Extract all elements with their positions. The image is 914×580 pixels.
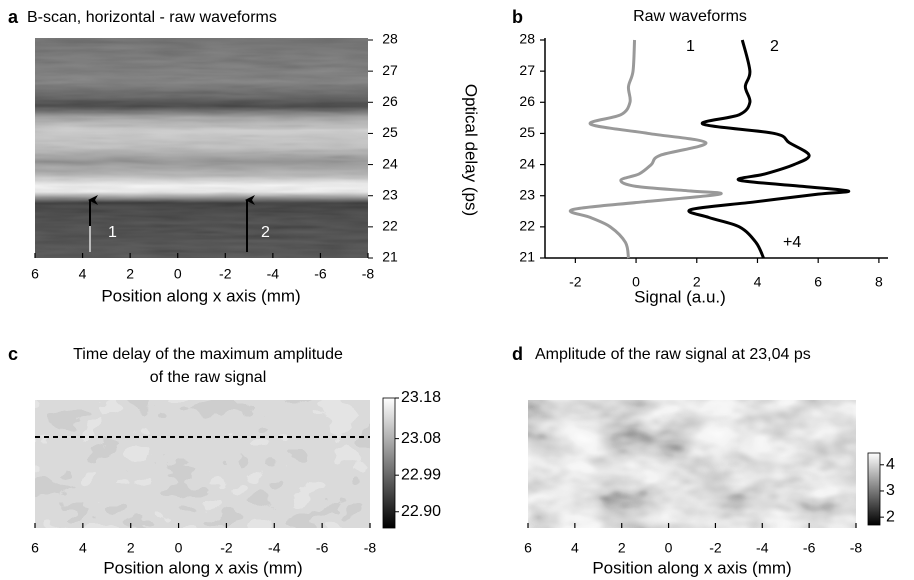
delay-map	[35, 400, 370, 528]
x-tick-label: 6	[31, 540, 39, 556]
y-tick-label: 24	[382, 155, 398, 171]
panel-label: c	[8, 344, 18, 364]
x-tick-label: 2	[127, 540, 135, 556]
x-axis-label: Position along x axis (mm)	[101, 286, 300, 305]
x-tick-label: -2	[220, 540, 233, 556]
x-tick-label: -2	[709, 540, 722, 556]
chart-title: of the raw signal	[150, 369, 267, 386]
x-tick-label: 0	[175, 540, 183, 556]
x-tick-label: 0	[632, 274, 640, 290]
chart-title: Time delay of the maximum amplitude	[73, 346, 343, 363]
y-tick-label: 22	[519, 218, 535, 234]
annotation: 2	[261, 224, 270, 241]
colorbar-tick-label: 22.99	[401, 466, 441, 483]
chart-title: Raw waveforms	[633, 8, 747, 25]
waveform-line	[568, 39, 723, 259]
amplitude-map	[528, 400, 856, 528]
y-tick-label: 27	[382, 62, 398, 78]
annotation: +4	[783, 234, 801, 251]
x-tick-label: -4	[268, 540, 281, 556]
panel-label: a	[8, 7, 19, 27]
x-tick-label: 2	[618, 540, 626, 556]
colorbar-tick-label: 23.18	[401, 389, 441, 406]
y-tick-label: 25	[382, 124, 398, 140]
chart-title: Amplitude of the raw signal at 23,04 ps	[535, 346, 811, 363]
x-tick-label: 4	[754, 274, 762, 290]
waveform-line	[687, 39, 851, 259]
panel-label: d	[512, 344, 523, 364]
chart-title: B-scan, horizontal - raw waveforms	[27, 9, 277, 26]
y-tick-label: 26	[519, 93, 535, 109]
y-tick-label: 25	[519, 124, 535, 140]
x-tick-label: -6	[314, 266, 327, 282]
x-tick-label: 8	[875, 274, 883, 290]
y-tick-label: 23	[382, 186, 398, 202]
colorbar-tick-label: 22.90	[401, 503, 441, 520]
y-tick-label: 26	[382, 93, 398, 109]
x-tick-label: 0	[665, 540, 673, 556]
x-tick-label: -8	[364, 540, 377, 556]
y-axis-label: Optical delay (ps)	[462, 84, 481, 216]
y-tick-label: 24	[519, 155, 535, 171]
x-tick-label: -2	[569, 274, 582, 290]
y-tick-label: 28	[519, 31, 535, 47]
colorbar-tick-label: 3	[886, 482, 895, 499]
y-tick-label: 21	[382, 249, 398, 265]
x-tick-label: -2	[219, 266, 232, 282]
x-tick-label: -4	[756, 540, 769, 556]
colorbar-tick-label: 4	[886, 456, 895, 473]
x-tick-label: 2	[693, 274, 701, 290]
y-tick-label: 22	[382, 218, 398, 234]
x-tick-label: 2	[126, 266, 134, 282]
x-axis-label: Position along x axis (mm)	[592, 558, 791, 577]
bscan-texture	[35, 38, 368, 258]
y-tick-label: 21	[519, 249, 535, 265]
x-tick-label: -8	[850, 540, 863, 556]
panel-label: b	[512, 7, 523, 27]
x-tick-label: 6	[31, 266, 39, 282]
series-label: 1	[686, 38, 695, 55]
series-label: 2	[770, 38, 779, 55]
annotation: 1	[108, 224, 117, 241]
x-tick-label: 4	[79, 540, 87, 556]
x-tick-label: -6	[316, 540, 329, 556]
x-tick-label: -6	[803, 540, 816, 556]
colorbar-tick-label: 23.08	[401, 430, 441, 447]
x-tick-label: 4	[571, 540, 579, 556]
x-axis-label: Position along x axis (mm)	[103, 558, 302, 577]
x-tick-label: -8	[362, 266, 375, 282]
y-tick-label: 28	[382, 31, 398, 47]
y-tick-label: 27	[519, 62, 535, 78]
y-tick-label: 23	[519, 186, 535, 202]
x-tick-label: 4	[79, 266, 87, 282]
colorbar	[382, 397, 396, 529]
x-tick-label: 6	[814, 274, 822, 290]
colorbar	[867, 452, 881, 526]
x-tick-label: -4	[267, 266, 280, 282]
x-tick-label: 0	[174, 266, 182, 282]
x-axis-label: Signal (a.u.)	[634, 287, 726, 306]
x-tick-label: 6	[524, 540, 532, 556]
colorbar-tick-label: 2	[886, 508, 895, 525]
